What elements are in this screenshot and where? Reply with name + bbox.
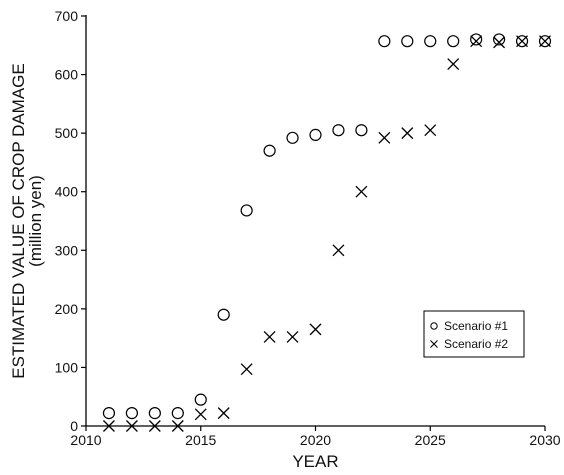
y-tick-label-300: 300 [55,242,79,258]
x-tick-label-2010: 2010 [70,432,101,448]
legend-marker-2 [430,340,438,348]
point-series-1-2024 [401,35,414,48]
point-series-2-2014 [171,420,184,432]
y-axis-title: ESTIMATED VALUE OF CROP DAMAGE [9,63,28,379]
point-series-2-2015 [194,408,207,421]
axes [85,15,545,427]
point-series-2-2019 [286,331,299,343]
point-series-2-2020 [309,323,322,336]
point-series-1-2019 [286,131,299,144]
point-series-1-2012 [125,407,138,420]
point-series-2-2028 [493,36,506,49]
y-axis-unit: (million yen) [26,175,45,267]
point-series-2-2025 [424,124,437,137]
point-series-2-2024 [401,127,414,140]
point-series-1-2030 [538,35,552,48]
point-series-1-2013 [148,407,161,420]
ticks: 0 100 200 300 400 500 600 700 2010 2015 2020 2025 20… [55,8,561,448]
point-series-2-2018 [263,331,276,343]
series-2 [102,35,551,432]
point-series-1-2017 [240,204,253,217]
point-series-2-2016 [217,407,230,420]
series-1 [102,33,552,420]
point-series-2-2027 [470,35,483,48]
point-series-1-2014 [171,407,184,420]
y-tick-label-0: 0 [70,418,78,434]
point-series-1-2021 [332,124,345,137]
point-series-1-2018 [263,144,276,157]
point-series-1-2026 [447,35,460,48]
y-tick-label-600: 600 [55,67,79,83]
point-series-1-2027 [470,33,483,46]
point-series-1-2023 [378,35,391,48]
point-series-1-2011 [102,407,116,420]
point-series-1-2022 [355,124,368,137]
point-series-1-2015 [194,393,207,406]
x-tick-label-2030: 2030 [529,432,560,448]
point-series-1-2028 [493,33,506,46]
point-series-2-2012 [125,420,138,432]
point-series-1-2020 [309,128,322,141]
point-series-1-2025 [424,35,437,48]
point-series-2-2026 [447,58,460,70]
y-tick-label-400: 400 [55,184,79,200]
x-tick-label-2020: 2020 [300,432,331,448]
x-axis-title: YEAR [292,452,338,471]
point-series-1-2016 [217,308,230,321]
y-tick-label-200: 200 [55,301,79,317]
legend-box [423,310,525,358]
point-series-2-2030 [539,35,551,48]
legend-label-2: Scenario #2 [444,337,508,351]
x-tick-label-2015: 2015 [185,432,216,448]
point-series-2-2017 [240,363,253,376]
x-tick-label-2025: 2025 [415,432,446,448]
point-series-2-2013 [148,420,161,432]
legend: Scenario #1 Scenario #2 [423,310,525,358]
y-tick-label-100: 100 [55,359,79,375]
legend-label-1: Scenario #1 [444,319,508,333]
point-series-2-2022 [355,185,368,198]
legend-marker-1 [430,322,438,330]
point-series-1-2029 [515,35,529,48]
point-series-2-2023 [378,131,391,144]
point-series-2-2021 [332,244,345,257]
point-series-2-2011 [102,420,115,432]
y-tick-label-700: 700 [55,8,79,24]
data-marks [102,33,552,432]
y-tick-label-500: 500 [55,125,79,141]
point-series-2-2029 [516,35,529,48]
